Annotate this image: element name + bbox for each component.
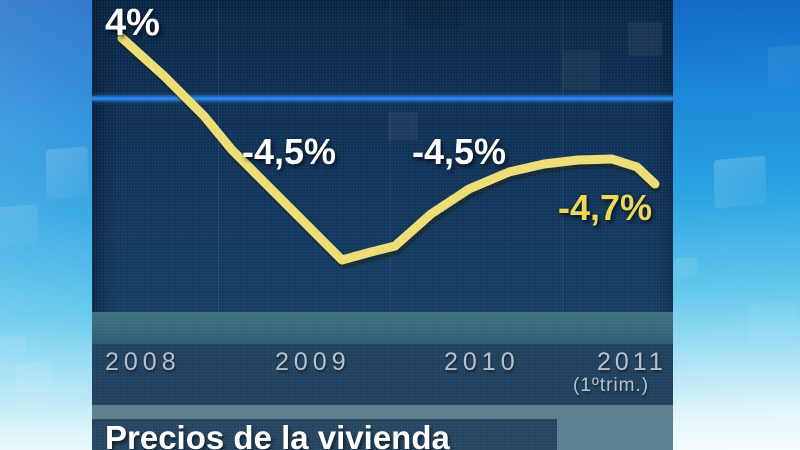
decor-cube bbox=[747, 299, 797, 347]
chart-panel: 4% -4,5% -4,5% -4,7% 2008 2009 2010 2011… bbox=[92, 0, 673, 450]
background-blotch bbox=[562, 50, 600, 90]
vertical-gridline bbox=[218, 0, 219, 312]
divider-strip bbox=[92, 405, 673, 419]
decor-cube bbox=[713, 155, 767, 209]
decor-cube bbox=[673, 256, 699, 280]
vertical-gridline bbox=[562, 0, 563, 312]
x-axis-band bbox=[92, 312, 673, 344]
data-label-2009: -4,5% bbox=[242, 131, 337, 172]
price-line-shadow bbox=[119, 37, 662, 269]
year-labels-band bbox=[92, 344, 673, 405]
background-blotch bbox=[405, 0, 460, 28]
x-tick-2011: 2011 bbox=[597, 348, 667, 376]
data-label-2011: -4,7% bbox=[558, 187, 653, 228]
zero-baseline bbox=[92, 96, 673, 101]
bottom-right-panel bbox=[557, 419, 673, 450]
chart-title: Precios de la vivienda bbox=[105, 419, 450, 450]
data-label-2010: -4,5% bbox=[412, 131, 507, 172]
decor-cube bbox=[0, 204, 39, 248]
x-tick-2008: 2008 bbox=[105, 348, 181, 376]
decor-cube bbox=[45, 146, 89, 200]
price-line bbox=[117, 33, 660, 265]
x-tick-2011-sublabel: (1ºtrim.) bbox=[573, 375, 650, 396]
decor-cube bbox=[767, 44, 800, 90]
background-blotch bbox=[628, 22, 662, 56]
background-blotch bbox=[388, 112, 418, 140]
decor-cube bbox=[15, 360, 55, 410]
x-tick-2010: 2010 bbox=[444, 348, 520, 376]
vertical-gridline bbox=[390, 0, 391, 312]
data-label-2008: 4% bbox=[105, 2, 160, 44]
price-line-chart bbox=[117, 33, 662, 269]
x-tick-2009: 2009 bbox=[275, 348, 351, 376]
